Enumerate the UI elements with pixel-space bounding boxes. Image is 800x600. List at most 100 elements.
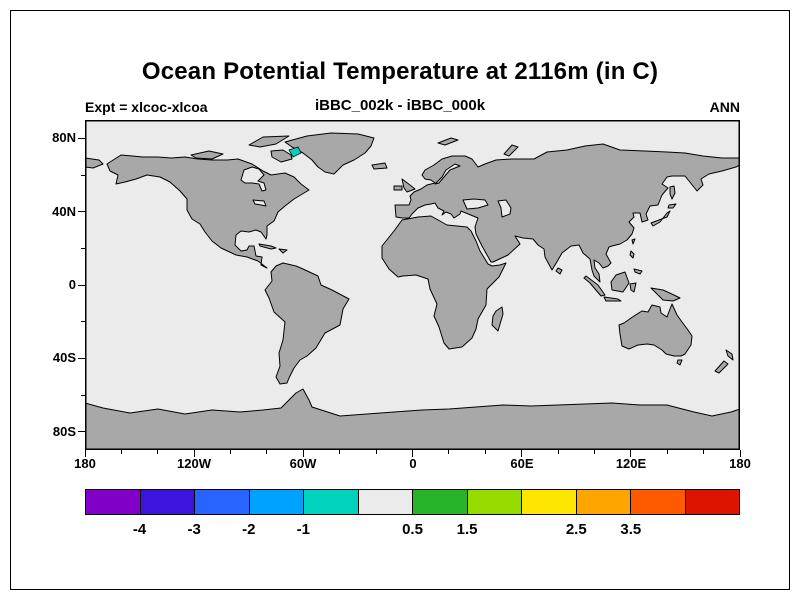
land-group <box>85 132 740 450</box>
experiment-label: Expt = xlcoc-xlcoa <box>85 99 208 115</box>
x-tick-label-120e: 120E <box>615 456 647 471</box>
land-iceland <box>371 162 388 170</box>
sea-black <box>462 198 489 210</box>
axis-tick <box>230 450 232 454</box>
colorbar-label: 2.5 <box>565 521 587 538</box>
axis-tick <box>81 394 85 396</box>
axis-tick <box>120 450 122 454</box>
anomaly-patch-baffin-bay <box>288 146 302 158</box>
land-antarctica <box>85 388 740 450</box>
sea-baltic <box>434 163 461 185</box>
land-taiwan <box>631 238 636 245</box>
x-tick-label-0: 0 <box>409 456 417 471</box>
land-sakhalin <box>669 185 676 200</box>
axis-tick <box>78 137 85 139</box>
land-africa <box>381 215 507 350</box>
colorbar-cell <box>685 490 739 514</box>
axis-tick <box>739 450 741 457</box>
colorbar-label: 0.5 <box>402 521 423 538</box>
page-title: Ocean Potential Temperature at 2116m (in… <box>141 58 659 85</box>
axis-tick <box>81 174 85 176</box>
axis-tick <box>193 450 195 457</box>
land-sumatra <box>583 275 606 297</box>
land-sri-lanka <box>555 267 563 275</box>
land-ireland <box>393 185 403 191</box>
x-tick-label-180e: 180 <box>729 456 751 471</box>
y-tick-label-80s: 80S <box>52 424 76 439</box>
land-svalbard <box>437 137 459 146</box>
map-frame <box>85 120 740 450</box>
land-sulawesi <box>629 282 637 293</box>
land-ellesmere-island <box>248 135 290 148</box>
axis-tick <box>157 450 159 454</box>
colorbar-cell <box>249 490 304 514</box>
colorbar-cell <box>195 490 250 514</box>
colorbar-cell <box>140 490 195 514</box>
y-tick-label-80n: 80N <box>52 130 76 145</box>
colorbar-label: 3.5 <box>620 521 642 538</box>
x-tick-label-60w: 60W <box>289 456 317 471</box>
axis-tick <box>448 450 450 454</box>
land-south-america <box>264 262 350 385</box>
colorbar-label: -3 <box>187 521 201 538</box>
axis-tick <box>375 450 377 454</box>
land-luzon <box>629 250 635 259</box>
colorbar-label: 1.5 <box>456 521 478 538</box>
y-tick-label-40n: 40N <box>52 204 76 219</box>
axis-tick <box>78 211 85 213</box>
land-java <box>603 296 622 302</box>
x-tick-label-180w: 180 <box>74 456 96 471</box>
axis-tick <box>84 450 86 457</box>
colorbar-cell <box>304 490 359 514</box>
colorbar-labels: -4 -3 -2 -1 0.5 1.5 2.5 3.5 <box>85 521 740 541</box>
colorbar-label: -1 <box>296 521 310 538</box>
axis-tick <box>78 357 85 359</box>
axis-tick <box>703 450 705 454</box>
axis-tick <box>266 450 268 454</box>
axis-tick <box>81 321 85 323</box>
figure-subtitle: iBBC_002k - iBBC_000k <box>314 97 486 114</box>
lake-great-lakes <box>252 199 267 207</box>
land-cuba <box>258 243 277 250</box>
land-hispaniola <box>278 248 288 254</box>
axis-tick <box>521 450 523 457</box>
axis-tick <box>81 247 85 249</box>
colorbar-cell <box>467 490 522 514</box>
axis-tick <box>630 450 632 457</box>
colorbar-cell <box>631 490 686 514</box>
land-new-zealand-south <box>714 360 729 374</box>
colorbar <box>85 489 740 515</box>
land-new-guinea <box>650 287 681 302</box>
axis-tick <box>593 450 595 454</box>
axis-tick <box>302 450 304 457</box>
land-novaya-zemlya <box>503 144 519 157</box>
x-tick-label-120w: 120W <box>177 456 211 471</box>
x-tick-label-60e: 60E <box>510 456 534 471</box>
land-great-britain <box>401 178 416 193</box>
axis-tick <box>412 450 413 457</box>
land-greenland <box>284 132 375 175</box>
land-australia <box>618 303 693 357</box>
land-madagascar <box>491 306 504 332</box>
y-tick-label-0: 0 <box>68 277 76 292</box>
land-baffin-island <box>270 149 293 163</box>
colorbar-cell <box>358 490 413 514</box>
land-hokkaido <box>667 203 677 209</box>
land-chukotka-west-of-dateline <box>85 157 104 169</box>
colorbar-label: -4 <box>132 521 147 538</box>
axis-tick <box>78 284 85 286</box>
axis-tick <box>557 450 559 454</box>
colorbar-label: -2 <box>242 521 256 538</box>
land-honshu <box>650 210 671 227</box>
land-borneo <box>610 271 630 293</box>
land-victoria-island <box>190 150 224 160</box>
colorbar-cell <box>413 490 468 514</box>
colorbar-cell <box>576 490 631 514</box>
y-tick-label-40s: 40S <box>52 350 76 365</box>
season-label: ANN <box>709 99 740 115</box>
axis-tick <box>666 450 668 454</box>
land-tasmania <box>676 359 683 366</box>
colorbar-cell <box>522 490 577 514</box>
land-new-zealand-north <box>725 349 734 361</box>
